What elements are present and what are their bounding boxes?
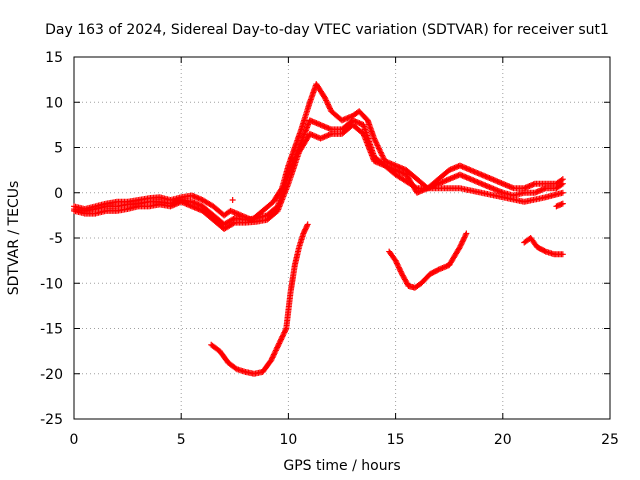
series-late-dip — [553, 200, 566, 210]
y-tick-label: 0 — [54, 186, 63, 202]
y-tick-labels: -25 -20 -15 -10 -5 0 5 10 15 — [40, 50, 63, 428]
data-point — [304, 221, 311, 228]
data-point — [462, 231, 469, 238]
data-point — [230, 220, 237, 227]
y-tick-label: -10 — [40, 276, 63, 292]
data-point — [461, 234, 468, 241]
data-point — [325, 102, 332, 109]
chart-title: Day 163 of 2024, Sidereal Day-to-day VTE… — [45, 22, 609, 38]
x-tick-labels: 0 5 10 15 20 25 — [70, 432, 619, 448]
data-point — [270, 352, 277, 359]
data-point — [323, 97, 330, 104]
data-point — [321, 94, 328, 101]
data-point — [278, 335, 285, 342]
data-point — [275, 341, 282, 348]
data-point — [270, 351, 277, 358]
data-point — [276, 340, 283, 347]
data-point — [392, 257, 399, 264]
data-point — [463, 230, 470, 237]
data-point — [279, 333, 286, 340]
data-points — [71, 81, 566, 377]
data-point — [559, 251, 566, 258]
data-point — [558, 181, 565, 188]
series-lower-band — [71, 121, 566, 232]
data-point — [268, 357, 275, 364]
data-point — [276, 339, 283, 346]
series-spike-7h — [229, 196, 236, 203]
x-tick-label: 0 — [70, 432, 79, 448]
x-tick-label: 5 — [177, 432, 186, 448]
data-point — [278, 336, 285, 343]
data-point — [322, 96, 329, 103]
axis-ticks — [73, 56, 611, 420]
series-late-segment — [521, 235, 566, 258]
y-tick-label: 10 — [45, 95, 63, 111]
y-tick-label: 5 — [54, 141, 63, 157]
data-point — [272, 348, 279, 355]
data-point — [271, 350, 278, 357]
data-point — [459, 238, 466, 245]
data-point — [397, 268, 404, 275]
data-point — [273, 346, 280, 353]
y-tick-label: -15 — [40, 322, 63, 338]
data-point — [324, 100, 331, 107]
data-point — [541, 247, 548, 254]
data-point — [232, 365, 239, 372]
data-point — [326, 105, 333, 112]
data-point — [396, 265, 403, 272]
y-tick-label: 15 — [45, 50, 63, 66]
grid — [74, 57, 610, 419]
x-tick-label: 15 — [387, 432, 405, 448]
data-point — [559, 189, 566, 196]
data-point — [462, 233, 469, 240]
data-point — [393, 258, 400, 265]
y-tick-label: -20 — [40, 367, 63, 383]
data-point — [274, 344, 281, 351]
data-point — [395, 264, 402, 271]
series-low-arc-2 — [386, 230, 470, 291]
data-point — [412, 184, 419, 191]
x-tick-label: 25 — [601, 432, 619, 448]
data-point — [458, 239, 465, 246]
data-point — [326, 104, 333, 111]
data-point — [394, 261, 401, 268]
data-point — [559, 180, 566, 187]
series-low-arc-1 — [208, 221, 311, 377]
y-tick-label: -5 — [49, 231, 63, 247]
data-point — [229, 196, 236, 203]
data-point — [456, 244, 463, 251]
data-point — [325, 101, 332, 108]
data-point — [393, 260, 400, 267]
data-point — [460, 237, 467, 244]
data-point — [395, 263, 402, 270]
x-axis-title: GPS time / hours — [283, 458, 400, 474]
data-point — [323, 98, 330, 105]
data-point — [282, 326, 289, 333]
data-point — [281, 329, 288, 336]
data-point — [304, 222, 311, 229]
data-point — [280, 330, 287, 337]
y-tick-label: -25 — [40, 412, 63, 428]
data-point — [281, 328, 288, 335]
data-point — [280, 332, 287, 339]
data-point — [460, 235, 467, 242]
data-point — [269, 354, 276, 361]
data-point — [397, 267, 404, 274]
x-tick-label: 20 — [494, 432, 512, 448]
data-point — [272, 347, 279, 354]
data-point — [277, 337, 284, 344]
data-point — [457, 242, 464, 249]
data-point — [559, 200, 566, 207]
x-tick-label: 10 — [279, 432, 297, 448]
data-point — [274, 343, 281, 350]
y-axis-title: SDTVAR / TECUs — [6, 181, 22, 296]
data-point — [398, 269, 405, 276]
series-middle-band — [71, 117, 566, 228]
data-point — [268, 355, 275, 362]
data-point — [458, 241, 465, 248]
